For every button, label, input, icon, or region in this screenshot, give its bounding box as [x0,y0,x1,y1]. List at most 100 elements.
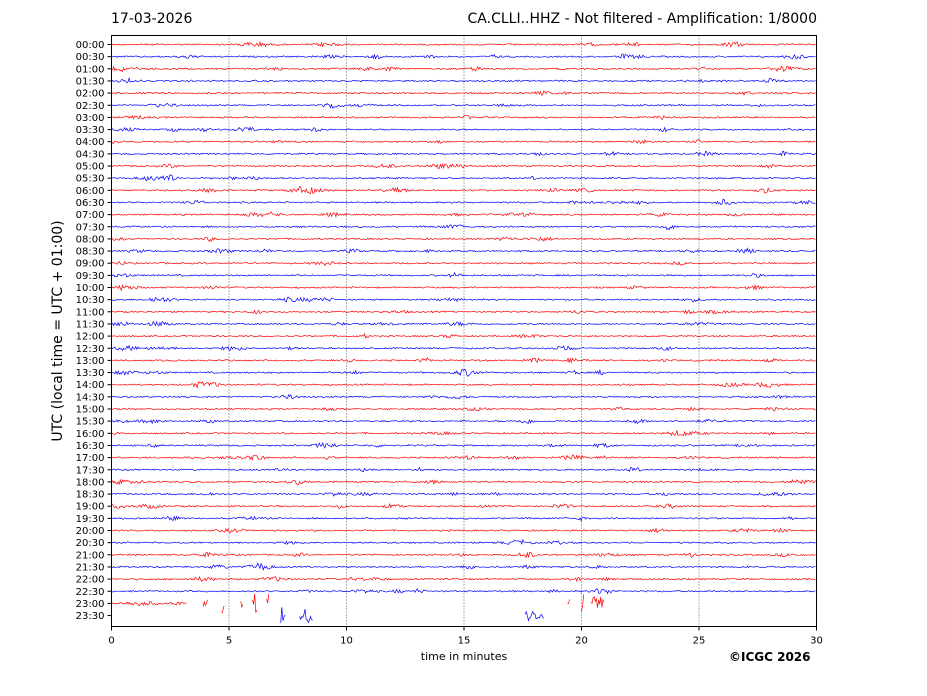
y-tick-label: 04:30 [76,149,105,160]
trace-0530 [111,174,816,182]
y-tick-label: 02:00 [76,89,105,100]
y-tick-label: 11:00 [76,307,105,318]
trace-1830 [111,491,816,497]
y-tick-label: 01:30 [76,76,105,87]
y-tick-label: 14:30 [76,392,105,403]
trace-0100 [111,65,816,73]
trace-1800 [111,478,816,486]
x-tick-label: 15 [458,636,471,647]
trace-0930 [111,272,816,279]
trace-layer [111,40,816,624]
trace-0030 [111,53,816,60]
y-tick-label: 13:00 [76,356,105,367]
y-tick-label: 09:00 [76,259,105,270]
y-tick-label: 10:00 [76,283,105,294]
trace-2000 [111,527,816,534]
y-tick-label: 06:30 [76,198,105,209]
y-tick-label: 07:30 [76,222,105,233]
y-tick-label: 21:00 [76,550,105,561]
y-tick-label: 23:00 [76,599,105,610]
trace-1330 [111,368,816,377]
trace-1930 [111,515,816,522]
y-axis-label: UTC (local time = UTC + 01:00) [50,220,66,441]
trace-0000 [111,40,816,48]
x-axis-label: time in minutes [421,650,508,663]
y-tick-label: 12:30 [76,344,105,355]
y-tick-label: 22:00 [76,575,105,586]
trace-1400 [111,380,816,389]
y-tick-label: 20:30 [76,538,105,549]
y-tick-label: 05:00 [76,162,105,173]
y-tick-label: 00:00 [76,40,105,51]
y-tick-label: 06:00 [76,186,105,197]
y-tick-label: 16:30 [76,441,105,452]
y-tick-label: 23:30 [76,611,105,622]
trace-2030 [111,538,816,546]
y-tick-label: 16:00 [76,429,105,440]
trace-0330 [111,126,816,133]
plot-frame [111,35,817,627]
y-tick-label: 11:30 [76,319,105,330]
y-tick-label: 03:00 [76,113,105,124]
trace-0600 [111,186,816,194]
y-tick-label: 10:30 [76,295,105,306]
trace-0130 [111,76,816,84]
trace-1700 [111,454,816,461]
date-label: 17-03-2026 [111,11,193,27]
trace-0230 [111,103,816,110]
trace-0800 [111,236,816,242]
x-tick-label: 25 [693,636,706,647]
trace-0630 [111,198,816,205]
y-tick-label: 18:00 [76,477,105,488]
trace-1600 [111,429,816,437]
x-tick-label: 10 [340,636,353,647]
y-tick-label: 21:30 [76,562,105,573]
trace-1530 [111,418,816,425]
trace-0400 [111,138,816,145]
trace-1730 [111,466,816,473]
trace-0300 [111,114,816,120]
trace-1030 [111,296,816,303]
trace-1100 [111,309,816,315]
trace-2330 [280,607,545,624]
trace-0430 [111,150,816,157]
trace-1900 [111,502,816,510]
trace-0900 [111,260,816,267]
y-tick-label: 15:00 [76,405,105,416]
y-tick-label: 12:00 [76,332,105,343]
trace-1430 [111,393,816,400]
trace-0730 [111,224,816,231]
y-tick-label: 20:00 [76,526,105,537]
y-tick-label: 05:30 [76,174,105,185]
y-tick-label: 22:30 [76,587,105,598]
grid-layer [228,35,700,627]
trace-2130 [111,562,816,571]
x-tick-label: 30 [810,636,823,647]
y-tick-label: 09:30 [76,271,105,282]
trace-0500 [111,163,816,170]
y-tick-label: 18:30 [76,490,105,501]
x-tick-label: 0 [108,636,114,647]
chart-title: CA.CLLI..HHZ - Not filtered - Amplificat… [467,11,817,27]
trace-2230 [111,588,816,595]
y-tick-label: 00:30 [76,52,105,63]
y-tick-label: 19:30 [76,514,105,525]
y-tick-label: 02:30 [76,101,105,112]
trace-1500 [111,406,816,412]
y-tick-label: 08:30 [76,247,105,258]
trace-0700 [111,211,816,218]
x-tick-label: 20 [575,636,588,647]
trace-1130 [111,320,816,327]
trace-1230 [111,344,816,352]
y-tick-label: 04:00 [76,137,105,148]
x-tick-label: 5 [226,636,232,647]
y-tick-label: 08:00 [76,234,105,245]
trace-1300 [111,356,816,364]
y-tick-label: 13:30 [76,368,105,379]
trace-1630 [111,441,816,449]
trace-1200 [111,332,816,339]
y-tick-label: 15:30 [76,417,105,428]
trace-0200 [111,89,816,96]
